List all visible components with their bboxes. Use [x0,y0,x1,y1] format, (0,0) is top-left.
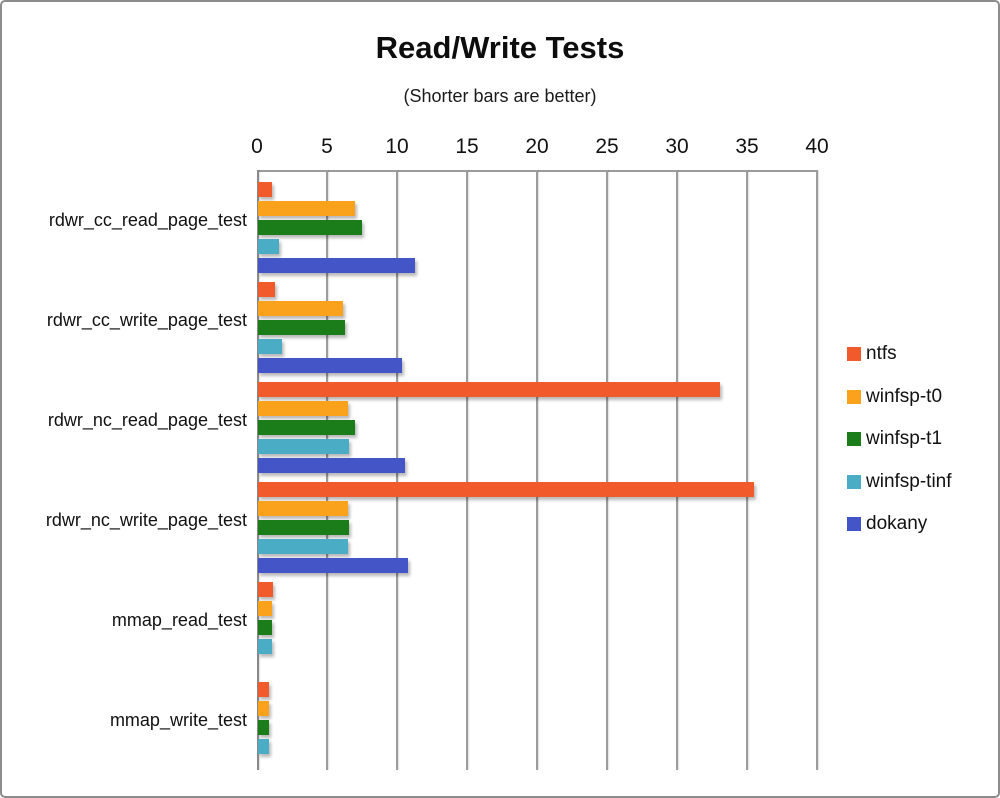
bar-winfsp-tinf [258,739,270,754]
bar-winfsp-t0 [258,201,355,216]
bar-winfsp-tinf [258,439,349,454]
bar-dokany [258,558,408,573]
bar-ntfs [258,182,272,197]
plot-area [257,170,818,770]
legend-item-winfsp-t0: winfsp-t0 [847,376,952,419]
x-tick-label: 10 [385,135,409,158]
bar-dokany [258,458,405,473]
gridline [466,170,468,770]
chart-title: Read/Write Tests [375,30,625,65]
x-tick-label: 30 [665,135,689,158]
category-label: rdwr_cc_read_page_test [48,209,247,230]
gridline [746,170,748,770]
bar-winfsp-tinf [258,239,279,254]
bar-ntfs [258,682,270,697]
gridline [816,170,818,770]
gridline [536,170,538,770]
bar-winfsp-tinf [258,639,272,654]
legend-item-winfsp-t1: winfsp-t1 [847,418,952,461]
legend-label: winfsp-t0 [866,385,943,407]
bar-winfsp-t1 [258,620,272,635]
category-label: mmap_read_test [111,609,247,630]
bar-dokany [258,258,415,273]
gridline [606,170,608,770]
legend-item-ntfs: ntfs [847,333,952,376]
bar-winfsp-t1 [258,420,355,435]
bar-winfsp-tinf [258,539,348,554]
bar-winfsp-t1 [258,320,345,335]
legend-swatch [847,517,861,532]
legend-swatch [847,432,861,447]
category-label: mmap_write_test [109,709,247,730]
bar-dokany [258,358,403,373]
bar-ntfs [258,382,720,397]
x-tick-label: 35 [735,135,759,158]
category-label: rdwr_nc_read_page_test [47,409,247,430]
bar-winfsp-t0 [258,601,272,616]
legend-item-winfsp-tinf: winfsp-tinf [847,461,952,504]
legend-swatch [847,474,861,489]
legend-item-dokany: dokany [847,503,952,546]
x-tick-label: 5 [321,135,333,158]
bar-winfsp-t0 [258,401,348,416]
legend-label: dokany [866,513,928,535]
category-label: rdwr_nc_write_page_test [45,509,247,530]
bar-winfsp-t1 [258,720,270,735]
x-tick-label: 15 [455,135,479,158]
x-tick-label: 0 [251,135,263,158]
gridline [676,170,678,770]
x-tick-label: 20 [525,135,549,158]
category-label: rdwr_cc_write_page_test [46,309,247,330]
legend: ntfs winfsp-t0 winfsp-t1 winfsp-tinf dokany [847,333,952,546]
legend-label: ntfs [866,343,897,365]
legend-swatch [847,389,861,404]
chart-subtitle: (Shorter bars are better) [403,86,597,106]
bar-ntfs [258,582,274,597]
bar-ntfs [258,282,275,297]
x-tick-label: 25 [595,135,619,158]
bar-winfsp-t0 [258,701,270,716]
bar-winfsp-t1 [258,220,362,235]
bar-ntfs [258,482,754,497]
legend-label: winfsp-t1 [866,428,943,450]
x-tick-label: 40 [805,135,829,158]
legend-label: winfsp-tinf [866,470,952,492]
bar-winfsp-tinf [258,339,282,354]
bar-winfsp-t1 [258,520,349,535]
bar-winfsp-t0 [258,501,348,516]
bar-winfsp-t0 [258,301,344,316]
legend-swatch [847,347,861,362]
